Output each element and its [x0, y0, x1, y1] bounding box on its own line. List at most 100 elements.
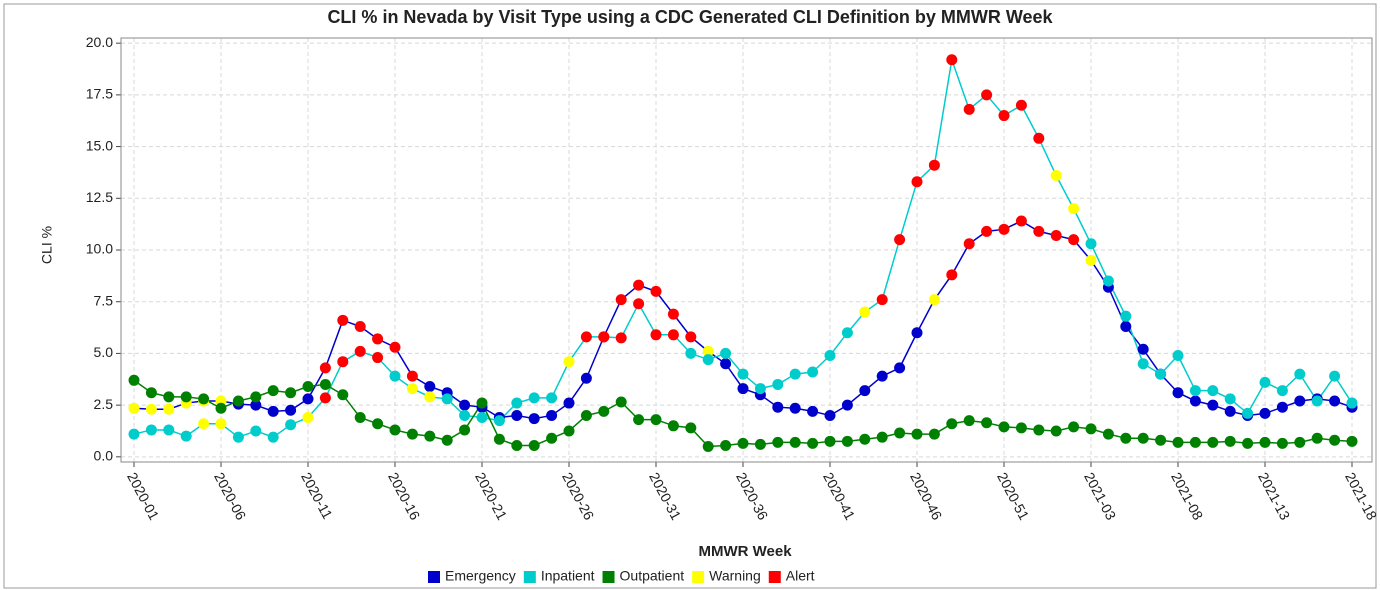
plot-border [120, 37, 1373, 463]
data-point [633, 414, 645, 426]
x-tick-label: 2021-03 [1081, 470, 1119, 523]
data-point [459, 399, 471, 411]
legend: Emergency Inpatient Outpatient Warning Alert [428, 568, 815, 584]
data-point [546, 392, 558, 404]
data-point [319, 362, 331, 374]
data-point [1189, 436, 1201, 448]
legend-label: Alert [786, 568, 815, 584]
data-point [615, 294, 627, 306]
data-point [981, 89, 993, 101]
data-point [1259, 376, 1271, 388]
data-point [476, 397, 488, 409]
data-point [198, 418, 210, 430]
data-point [859, 433, 871, 445]
data-point [406, 428, 418, 440]
data-point [876, 370, 888, 382]
data-point [267, 405, 279, 417]
x-tick-label: 2020-16 [385, 470, 423, 523]
chart-title: CLI % in Nevada by Visit Type using a CD… [327, 7, 1053, 27]
data-point [145, 403, 157, 415]
data-point [1050, 425, 1062, 437]
data-point [1259, 436, 1271, 448]
data-point [1207, 385, 1219, 397]
data-point [1033, 225, 1045, 237]
data-point [963, 238, 975, 250]
data-point [894, 362, 906, 374]
y-tick-label: 20.0 [86, 34, 113, 50]
data-point [876, 294, 888, 306]
data-point [772, 401, 784, 413]
data-point [998, 110, 1010, 122]
data-point [145, 424, 157, 436]
x-axis-title: MMWR Week [698, 543, 792, 560]
data-point [1137, 432, 1149, 444]
data-point [667, 329, 679, 341]
frame [3, 3, 1377, 589]
legend-swatch [523, 571, 536, 583]
data-point [894, 234, 906, 246]
y-tick-label: 15.0 [86, 137, 113, 153]
data-point [928, 294, 940, 306]
x-tick-label: 2020-11 [298, 470, 336, 522]
data-point [563, 356, 575, 368]
data-point [580, 409, 592, 421]
data-point [981, 417, 993, 429]
data-point [1189, 395, 1201, 407]
data-point [546, 432, 558, 444]
legend-swatch [768, 571, 781, 583]
data-point [824, 349, 836, 361]
data-point [998, 421, 1010, 433]
data-point [285, 387, 297, 399]
data-point [754, 438, 766, 450]
data-point [1155, 434, 1167, 446]
data-point [232, 395, 244, 407]
data-point [650, 414, 662, 426]
data-point [928, 159, 940, 171]
data-point [1137, 358, 1149, 370]
data-point [737, 368, 749, 380]
data-point [1329, 434, 1341, 446]
data-point [894, 427, 906, 439]
data-point [215, 402, 227, 414]
data-point [337, 314, 349, 326]
data-point [580, 331, 592, 343]
data-point [1050, 230, 1062, 242]
data-point [128, 402, 140, 414]
data-point [998, 223, 1010, 235]
data-point [615, 396, 627, 408]
data-point [354, 321, 366, 333]
data-point [1050, 170, 1062, 182]
x-tick-label: 2020-26 [559, 470, 597, 523]
data-point [389, 341, 401, 353]
data-point [250, 391, 262, 403]
data-point [1068, 421, 1080, 433]
data-point [1224, 405, 1236, 417]
legend-label: Emergency [445, 568, 516, 584]
data-point [163, 424, 175, 436]
data-point [737, 437, 749, 449]
data-point [493, 433, 505, 445]
data-point [1207, 399, 1219, 411]
data-point [424, 430, 436, 442]
data-point [1242, 407, 1254, 419]
x-tick-label: 2020-51 [994, 470, 1032, 523]
legend-label: Outpatient [620, 568, 685, 584]
x-tick-label: 2020-41 [820, 470, 858, 523]
legend-swatch [692, 571, 705, 583]
data-point [337, 389, 349, 401]
data-point [1120, 432, 1132, 444]
data-point [859, 306, 871, 318]
data-point [1085, 423, 1097, 435]
data-point [772, 436, 784, 448]
data-point [1311, 432, 1323, 444]
data-point [667, 420, 679, 432]
y-tick-label: 17.5 [86, 86, 113, 102]
data-point [1085, 254, 1097, 266]
data-point [1120, 321, 1132, 333]
data-point [1276, 401, 1288, 413]
y-tick-label: 7.5 [94, 292, 114, 308]
data-point [406, 383, 418, 395]
data-point [911, 176, 923, 188]
data-point [981, 225, 993, 237]
